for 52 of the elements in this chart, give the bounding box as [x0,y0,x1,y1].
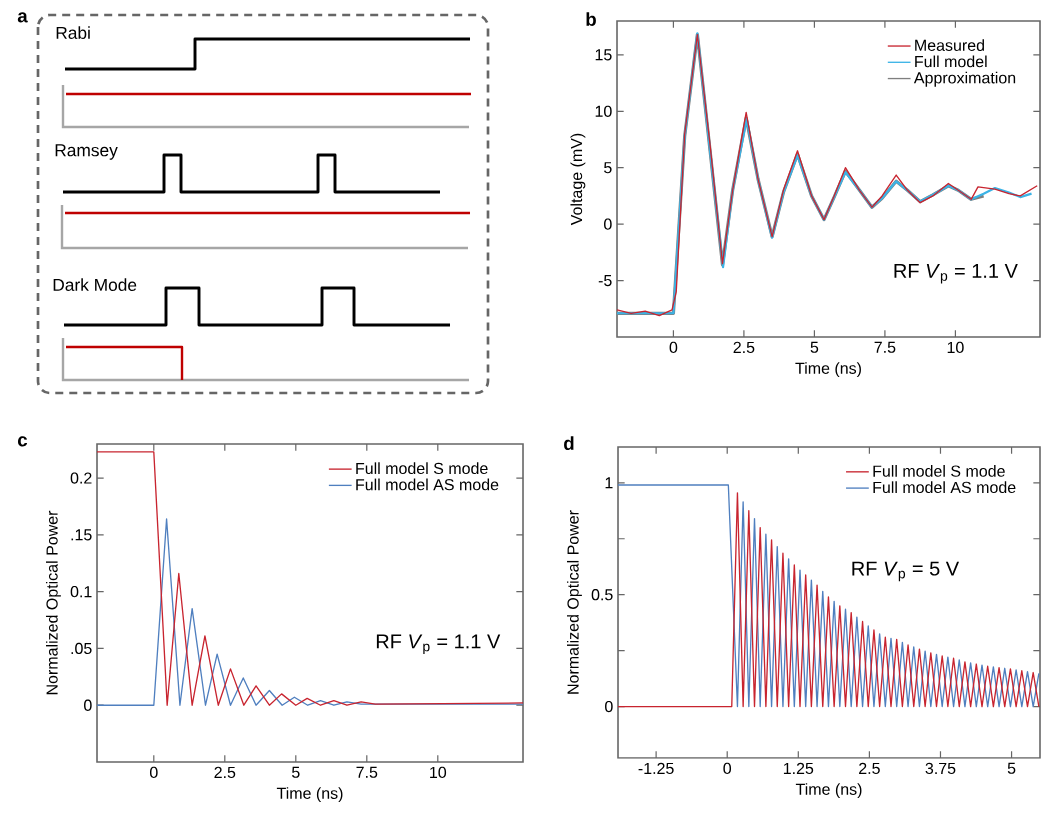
legend-label: Full model S mode [356,462,488,475]
x-tick-label: 5 [1007,762,1016,774]
x-tick-label: -1.25 [638,762,674,775]
y-axis-title: Normalized Optical Power [567,510,582,694]
x-tick-label: 0 [669,341,678,354]
y-tick-label: 0.1 [70,585,92,598]
y-tick-label: 5 [604,162,612,174]
x-tick-label: 0 [149,766,158,779]
x-tick-label: 1.25 [783,762,814,775]
legend-label: Measured [915,39,984,51]
x-axis-title: Time (ns) [795,783,862,799]
annotation: RF V$_{p}$ = 5 V [852,561,960,582]
y-tick-label: -5 [598,275,612,287]
x-tick-label: 3.75 [925,762,956,775]
y-tick-label: 10 [595,105,612,117]
y-tick-label: .15 [71,529,92,541]
y-tick-label: 0.5 [591,589,613,601]
text: b [586,12,596,26]
x-tick-label: 7.5 [874,341,896,353]
y-tick-label: 0 [605,700,613,713]
text: d [564,436,574,450]
legend-label: Full model S mode [873,465,1005,477]
legend-label: Full model AS mode [356,478,499,491]
y-tick-label: 1 [605,477,613,489]
text: Ramsey [55,144,118,160]
legend-label: Approximation [913,71,1016,87]
x-tick-label: 7.5 [356,766,378,778]
text: a [17,12,28,23]
x-tick-label: 0 [723,762,732,775]
text: c [18,436,28,447]
y-tick-label: 15 [595,49,612,61]
x-tick-label: 5 [810,341,819,353]
x-axis-title: Time (ns) [276,787,343,803]
text: Dark Mode [53,278,137,291]
y-axis-title: Normalized Optical Power [45,510,61,695]
y-tick-label: 0 [604,218,612,230]
y-tick-label: 0.2 [70,472,92,484]
x-tick-label: 2.5 [733,341,755,354]
text: Rabi [56,26,90,39]
y-tick-label: .05 [71,642,92,655]
annotation: RF V$_{p}$ = 1.1 V [376,634,501,655]
annotation: RF V$_{p}$ = 1.1 V [894,264,1018,284]
x-axis-title: Time (ns) [795,362,861,378]
x-tick-label: 2.5 [859,762,880,775]
y-tick-label: 0 [84,699,92,711]
x-tick-label: 10 [430,766,447,779]
legend-label: Full model AS mode [873,481,1016,494]
x-tick-label: 2.5 [214,766,236,779]
legend-label: Full model [915,55,987,68]
x-tick-label: 10 [947,341,964,354]
y-axis-title: Voltage (mV) [570,133,586,226]
x-tick-label: 5 [292,766,300,778]
